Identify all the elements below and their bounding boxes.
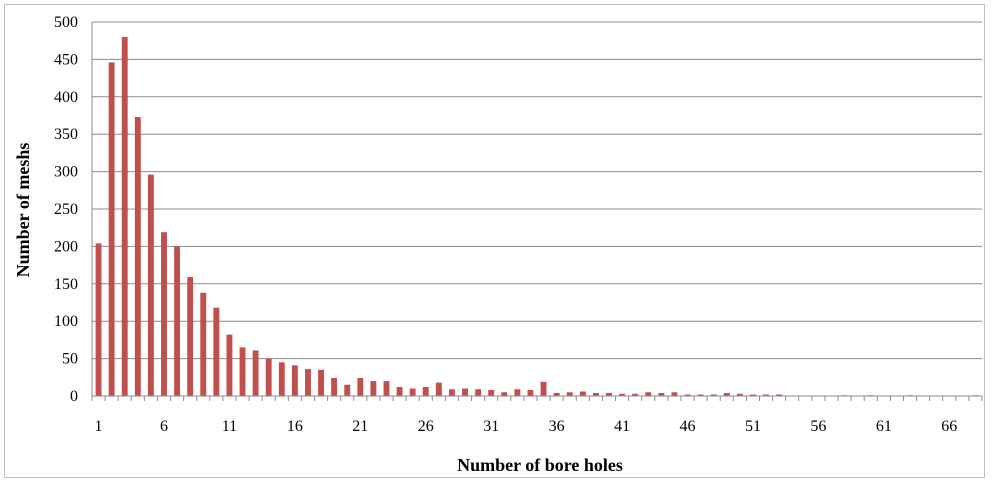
bar [553,393,560,396]
x-tick-label: 16 [287,418,303,435]
bar [658,393,665,396]
bar [475,389,482,396]
chart-frame [4,4,985,478]
bar [723,393,730,396]
y-axis-title: Number of meshs [13,143,33,278]
x-tick-label: 31 [483,418,499,435]
bar [370,381,377,396]
bar [161,232,167,396]
bar [213,307,220,396]
bar [200,292,207,396]
x-tick-label: 11 [222,418,237,435]
y-tick-label: 150 [54,276,78,293]
bar [383,381,390,396]
bar [252,350,259,396]
y-axis-ticks: 0 50 100 150 200 250 300 350 400 450 500 [54,14,78,405]
x-tick-label: 1 [95,418,103,435]
y-tick-label: 500 [54,14,78,31]
bar [527,390,534,396]
bar [331,378,338,396]
y-tick-label: 450 [54,51,78,68]
bar [566,392,573,396]
bars [92,36,982,397]
x-tick-label: 36 [549,418,565,435]
bar [448,389,455,396]
bar [736,393,743,396]
y-tick-label: 50 [62,351,78,368]
y-tick-label: 400 [54,89,78,106]
x-tick-label: 66 [941,418,957,435]
bar [501,392,508,396]
x-tick-label: 46 [680,418,696,435]
bar [187,277,194,396]
y-tick-label: 250 [54,201,78,218]
bar [239,347,246,396]
bar [108,62,115,396]
bar [684,394,691,396]
bar [462,388,468,396]
x-tick-label: 26 [418,418,434,435]
bar [632,393,639,396]
x-tick-label: 6 [160,418,168,435]
bar [592,393,599,396]
x-tick-label: 21 [352,418,368,435]
bar [305,369,311,396]
bar [435,382,442,396]
bar [579,391,586,396]
bar [409,388,416,396]
bar [121,36,128,397]
bar [619,393,626,396]
bar [645,392,652,396]
bar [763,394,769,396]
x-tick-label: 56 [810,418,826,435]
bar [776,394,783,396]
y-tick-label: 300 [54,164,78,181]
bar [422,387,429,396]
bar [95,243,102,396]
bar [671,392,678,396]
bar [697,394,704,396]
bar [710,394,717,396]
gridlines [91,21,982,397]
bar [278,362,285,396]
x-tick-label: 41 [614,418,630,435]
y-tick-label: 200 [54,238,78,255]
bar [147,174,154,396]
y-tick-label: 100 [54,313,78,330]
x-tick-label: 61 [876,418,892,435]
y-tick-label: 0 [70,388,78,405]
bar [226,334,233,396]
bar [265,358,272,396]
bar [514,389,521,396]
y-tick-label: 350 [54,126,78,143]
bar [291,365,298,396]
bar [318,369,324,396]
bar [134,116,141,396]
x-axis-ticks: 1 6 11 16 21 26 31 36 41 46 51 56 61 66 [91,396,983,435]
bar [396,387,403,396]
x-axis-title: Number of bore holes [457,455,623,475]
x-tick-label: 51 [745,418,761,435]
bar [750,394,756,396]
bar [540,381,547,396]
bar [357,378,364,396]
bar [174,246,181,396]
bar [606,393,612,396]
bar [488,390,495,396]
bar [344,384,351,396]
